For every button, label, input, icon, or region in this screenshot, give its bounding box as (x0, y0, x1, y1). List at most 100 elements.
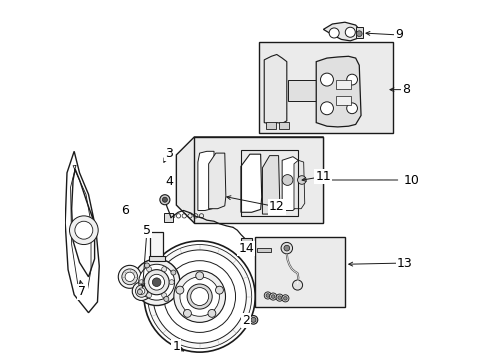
Circle shape (147, 244, 251, 348)
Bar (257, 248, 271, 252)
Text: 5: 5 (142, 224, 151, 237)
Text: 13: 13 (396, 257, 412, 270)
Circle shape (328, 28, 339, 38)
Circle shape (162, 197, 167, 202)
Circle shape (249, 316, 257, 324)
Text: 6: 6 (121, 204, 129, 217)
Polygon shape (264, 54, 286, 125)
Circle shape (346, 103, 357, 114)
Circle shape (276, 294, 283, 301)
Circle shape (265, 294, 269, 297)
Circle shape (153, 250, 246, 343)
Circle shape (163, 297, 168, 301)
Circle shape (187, 284, 212, 309)
Polygon shape (176, 137, 323, 223)
Bar (278, 122, 288, 129)
Bar (287, 80, 316, 101)
Circle shape (144, 241, 255, 352)
Circle shape (139, 280, 144, 285)
Polygon shape (262, 156, 279, 214)
Text: 10: 10 (403, 174, 419, 187)
Circle shape (183, 310, 191, 317)
Polygon shape (198, 151, 214, 211)
Circle shape (170, 270, 176, 275)
Text: 3: 3 (164, 147, 172, 159)
Bar (163, 213, 172, 222)
Bar (148, 256, 164, 261)
Bar (241, 149, 298, 216)
Circle shape (269, 293, 276, 300)
Polygon shape (323, 22, 360, 41)
Polygon shape (241, 154, 261, 212)
Circle shape (163, 261, 235, 332)
Bar (265, 122, 276, 129)
Bar (258, 42, 392, 134)
Text: 2: 2 (242, 314, 250, 327)
Circle shape (277, 296, 281, 300)
Bar (255, 237, 344, 307)
Circle shape (125, 272, 134, 282)
Circle shape (169, 280, 174, 285)
Text: 8: 8 (402, 83, 409, 96)
Text: 12: 12 (268, 201, 284, 213)
Circle shape (282, 175, 292, 185)
Circle shape (144, 263, 149, 268)
Bar (194, 137, 323, 223)
Circle shape (292, 280, 302, 290)
Circle shape (320, 102, 333, 115)
Circle shape (160, 195, 169, 205)
Circle shape (284, 245, 289, 251)
Circle shape (346, 74, 357, 85)
Circle shape (118, 265, 141, 288)
Circle shape (133, 259, 180, 306)
Circle shape (152, 278, 161, 287)
Text: 14: 14 (238, 242, 254, 255)
Circle shape (320, 73, 333, 86)
Text: 4: 4 (164, 175, 172, 188)
Circle shape (132, 282, 151, 301)
Circle shape (75, 221, 93, 239)
Circle shape (139, 264, 174, 300)
Circle shape (137, 289, 142, 294)
Text: 11: 11 (315, 170, 330, 183)
Circle shape (264, 292, 271, 299)
Circle shape (356, 31, 362, 37)
Circle shape (180, 277, 219, 316)
Circle shape (174, 271, 225, 322)
Text: 7: 7 (78, 285, 86, 298)
Circle shape (281, 242, 292, 254)
Polygon shape (208, 153, 225, 209)
Circle shape (135, 285, 147, 297)
Circle shape (176, 286, 183, 294)
Bar (241, 238, 252, 244)
Text: 10: 10 (402, 174, 417, 186)
Circle shape (146, 267, 151, 272)
Text: 9: 9 (394, 28, 402, 41)
Circle shape (345, 27, 355, 37)
Circle shape (162, 293, 166, 298)
Polygon shape (282, 157, 298, 211)
Bar (336, 96, 350, 105)
Circle shape (215, 286, 223, 294)
Circle shape (146, 293, 151, 298)
Bar (336, 80, 350, 89)
Text: 10: 10 (402, 174, 417, 186)
Polygon shape (65, 151, 99, 313)
Circle shape (148, 274, 164, 290)
Bar (355, 27, 362, 38)
Circle shape (69, 216, 98, 244)
Bar (150, 232, 163, 259)
Circle shape (138, 288, 144, 294)
Circle shape (190, 288, 208, 306)
Circle shape (162, 267, 166, 272)
Circle shape (250, 318, 255, 322)
Polygon shape (316, 56, 360, 127)
Circle shape (281, 295, 288, 302)
Circle shape (297, 176, 305, 184)
Circle shape (195, 272, 203, 280)
Circle shape (271, 295, 274, 298)
Circle shape (207, 310, 215, 317)
Circle shape (122, 269, 137, 285)
Text: 1: 1 (172, 340, 180, 353)
Circle shape (283, 297, 286, 300)
